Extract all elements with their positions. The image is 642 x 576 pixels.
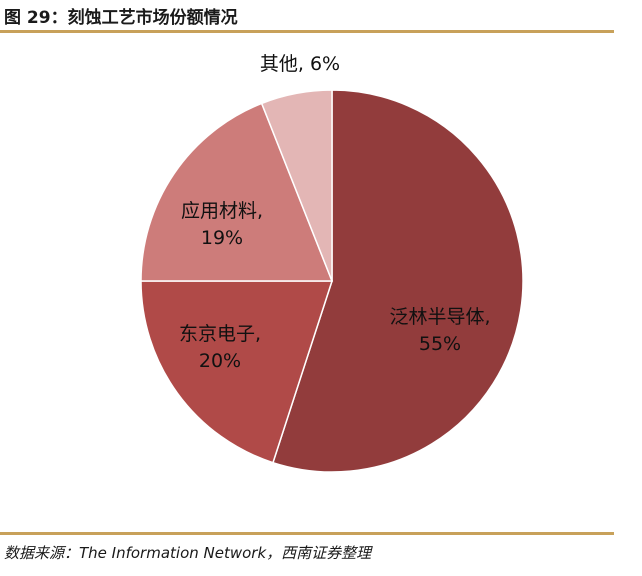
source-rule (0, 532, 614, 535)
pie-slices (140, 89, 524, 473)
pie-slice-3 (140, 102, 334, 282)
source-note: 数据来源：The Information Network，西南证券整理 (4, 544, 372, 562)
pie-chart: 泛林半导体, 55% 东京电子, 20% 应用材料, 19% 其他, 6% (140, 53, 524, 473)
slice-label-3: 应用材料, 19% (181, 200, 263, 249)
slice-label-4: 其他, 6% (260, 53, 340, 75)
pie-slice-2 (140, 280, 334, 464)
pie-slice-4 (260, 89, 333, 282)
pie-labels: 泛林半导体, 55% 东京电子, 20% 应用材料, 19% 其他, 6% (179, 53, 491, 372)
slice-label-2: 东京电子, 20% (179, 323, 261, 372)
slice-label-1: 泛林半导体, 55% (389, 306, 490, 355)
figure-title: 图 29：刻蚀工艺市场份额情况 (4, 8, 238, 28)
pie-slice-1 (272, 89, 524, 473)
title-rule (0, 30, 614, 33)
